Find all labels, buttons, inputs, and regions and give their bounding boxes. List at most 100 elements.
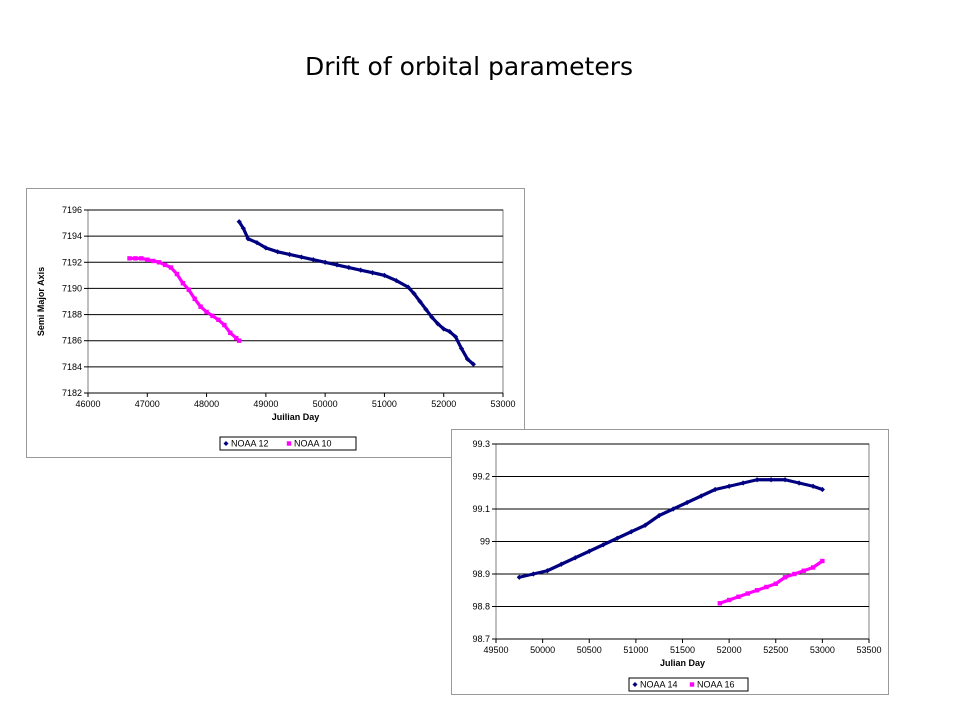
data-point bbox=[369, 270, 376, 276]
x-tick-label: 50500 bbox=[577, 645, 602, 655]
slide-title: Drift of orbital parameters bbox=[304, 52, 634, 81]
data-point bbox=[464, 356, 471, 362]
data-point bbox=[764, 584, 769, 590]
data-point bbox=[792, 571, 797, 577]
data-point bbox=[405, 284, 411, 290]
y-tick-label: 7186 bbox=[62, 336, 82, 346]
x-tick-label: 46000 bbox=[75, 399, 100, 409]
plot-area bbox=[87, 209, 504, 394]
data-point bbox=[151, 258, 156, 264]
data-point bbox=[782, 477, 788, 483]
data-point bbox=[234, 335, 239, 341]
data-point bbox=[139, 256, 144, 261]
x-tick-label: 49500 bbox=[483, 645, 508, 655]
y-tick-label: 99.2 bbox=[472, 472, 490, 482]
legend: NOAA 14 NOAA 16 bbox=[628, 677, 749, 692]
x-tick-label: 53000 bbox=[490, 399, 515, 409]
data-point bbox=[586, 548, 592, 554]
x-tick-label: 52000 bbox=[717, 645, 742, 655]
data-point bbox=[222, 322, 227, 328]
data-point bbox=[435, 321, 441, 327]
data-point bbox=[600, 542, 606, 548]
data-point bbox=[180, 281, 186, 286]
data-point bbox=[162, 262, 168, 268]
data-point bbox=[656, 512, 662, 519]
data-point bbox=[156, 260, 162, 265]
y-axis-title: Inclination bbox=[452, 519, 454, 564]
legend-box bbox=[628, 677, 749, 692]
y-tick-label: 7190 bbox=[62, 283, 82, 293]
semi-major-axis-plot: 7182 7184 7186 7188 7190 7192 7194 7196 46000 470… bbox=[36, 205, 516, 451]
y-tick-label: 98.7 bbox=[472, 634, 490, 644]
y-tick-label: 7192 bbox=[62, 257, 82, 267]
legend-label: NOAA 10 bbox=[294, 439, 332, 449]
data-point bbox=[726, 483, 732, 489]
y-tick-label: 7194 bbox=[62, 231, 82, 241]
x-tick-label: 48000 bbox=[194, 399, 219, 409]
y-tick-label: 98.9 bbox=[472, 569, 490, 579]
data-point bbox=[204, 309, 209, 315]
data-point bbox=[726, 597, 732, 603]
data-point bbox=[572, 555, 578, 561]
x-tick-label: 52000 bbox=[431, 399, 456, 409]
data-point bbox=[127, 256, 132, 261]
data-point bbox=[736, 594, 741, 599]
data-point bbox=[429, 314, 435, 320]
data-point bbox=[275, 249, 281, 255]
data-point bbox=[820, 558, 825, 564]
legend-marker bbox=[632, 682, 638, 687]
data-point bbox=[186, 287, 191, 292]
x-tick-label: 51000 bbox=[623, 645, 648, 655]
data-point bbox=[801, 568, 806, 573]
data-point bbox=[216, 317, 221, 322]
inclination-plot: 98.7 98.8 98.9 99 99.1 99.2 99.3 49500 50000 5050… bbox=[452, 439, 882, 692]
data-point bbox=[133, 256, 138, 261]
data-point bbox=[670, 506, 676, 512]
data-point bbox=[228, 330, 233, 336]
legend: NOAA 12 NOAA 10 bbox=[219, 436, 357, 451]
y-tick-label: 99.1 bbox=[472, 504, 490, 514]
y-tick-label: 7188 bbox=[62, 310, 82, 320]
data-point bbox=[810, 565, 816, 570]
data-point bbox=[168, 265, 174, 270]
data-point bbox=[717, 601, 722, 606]
semi-major-axis-chart: 7182 7184 7186 7188 7190 7192 7194 7196 46000 470… bbox=[26, 188, 525, 458]
x-tick-label: 47000 bbox=[135, 399, 160, 409]
data-point bbox=[782, 575, 788, 580]
data-point bbox=[796, 480, 802, 486]
x-axis-title: Juilian Day bbox=[272, 412, 320, 422]
x-tick-label: 52500 bbox=[763, 645, 788, 655]
x-tick-label: 51000 bbox=[372, 399, 397, 409]
x-axis-title: Julian Day bbox=[660, 658, 705, 668]
data-point bbox=[530, 571, 536, 577]
y-tick-label: 7184 bbox=[62, 362, 82, 372]
legend-marker bbox=[689, 682, 695, 687]
legend-label: NOAA 12 bbox=[231, 439, 269, 449]
data-point bbox=[516, 574, 522, 580]
series-line-0 bbox=[237, 220, 475, 366]
data-point bbox=[754, 588, 760, 593]
data-point bbox=[145, 257, 150, 262]
y-tick-label: 7182 bbox=[62, 388, 82, 398]
data-point bbox=[698, 493, 704, 499]
data-point bbox=[441, 326, 447, 332]
x-tick-label: 53500 bbox=[856, 645, 881, 655]
x-tick-label: 50000 bbox=[530, 645, 555, 655]
data-point bbox=[236, 219, 242, 225]
y-tick-label: 98.8 bbox=[472, 602, 490, 612]
data-point bbox=[712, 486, 718, 493]
data-point bbox=[322, 259, 328, 265]
x-tick-label: 49000 bbox=[253, 399, 278, 409]
y-tick-label: 99 bbox=[480, 537, 490, 547]
data-point bbox=[254, 240, 260, 246]
data-point bbox=[684, 499, 690, 506]
data-point bbox=[174, 271, 180, 277]
data-point bbox=[810, 483, 816, 489]
x-tick-label: 53000 bbox=[810, 645, 835, 655]
data-point bbox=[452, 334, 459, 340]
inclination-chart: 98.7 98.8 98.9 99 99.1 99.2 99.3 49500 50000 5050… bbox=[451, 429, 889, 695]
legend-marker bbox=[286, 441, 292, 446]
legend-label: NOAA 14 bbox=[640, 680, 678, 690]
legend-label: NOAA 16 bbox=[697, 680, 735, 690]
data-point bbox=[417, 298, 423, 305]
